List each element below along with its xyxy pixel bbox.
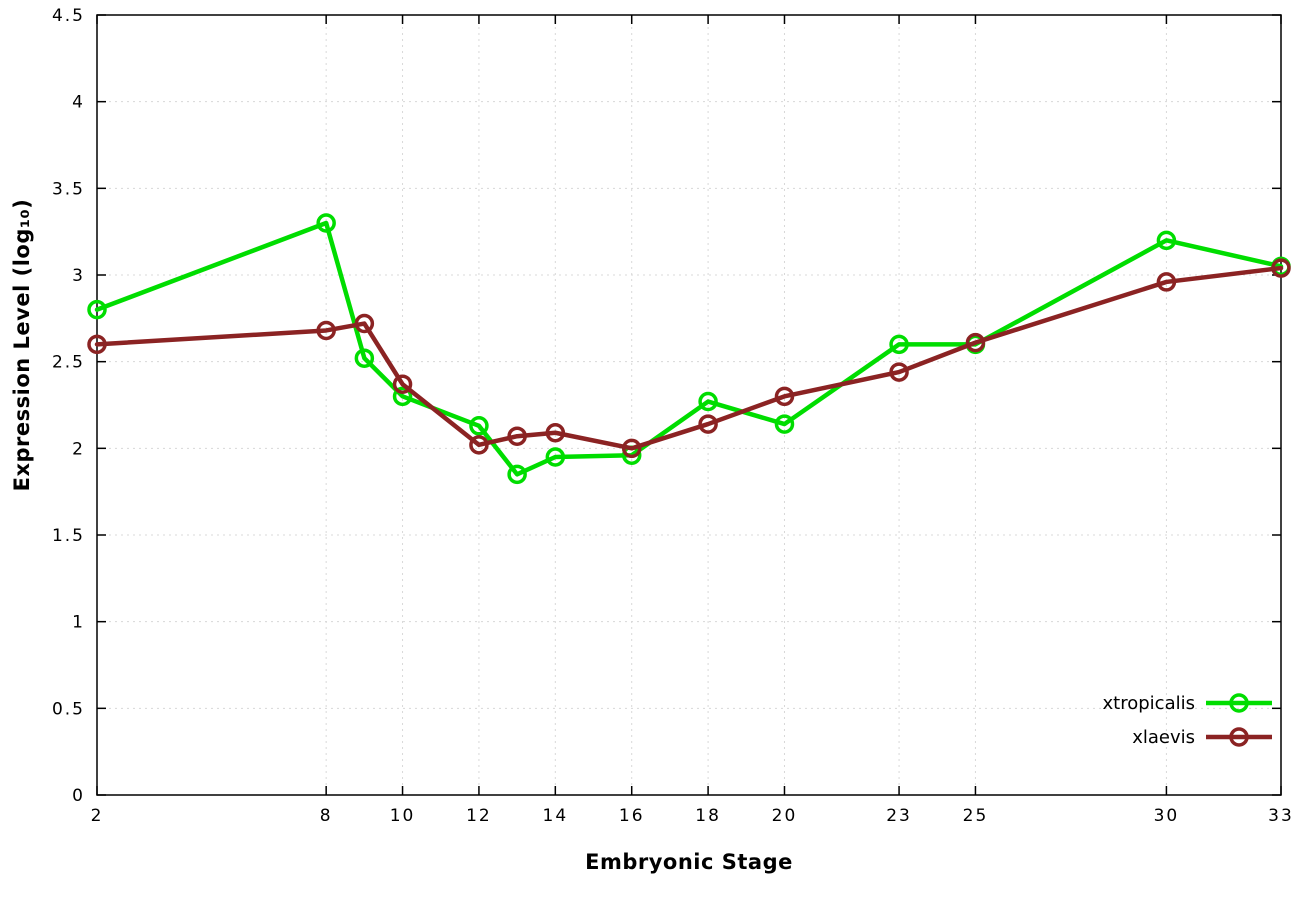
x-tick-label: 14 <box>543 806 569 826</box>
y-tick-label: 1.5 <box>52 526 85 546</box>
data-point-xlaevis <box>354 313 375 334</box>
y-axis-title: Expression Level (log₁₀) <box>10 198 34 492</box>
y-tick-label: 4 <box>72 93 85 113</box>
x-tick-label: 18 <box>695 806 721 826</box>
y-tick-label: 3 <box>72 266 85 286</box>
y-tick-label: 1 <box>72 613 85 633</box>
y-tick-label: 2.5 <box>52 353 85 373</box>
x-tick-label: 16 <box>619 806 645 826</box>
x-tick-label: 8 <box>320 806 333 826</box>
data-point-xlaevis <box>469 435 489 455</box>
data-point-xlaevis <box>698 414 718 434</box>
series-line-xlaevis <box>94 265 1284 451</box>
legend-marker-xlaevis <box>1229 727 1249 747</box>
data-point-xtropicalis <box>507 464 527 485</box>
y-tick-label: 4.5 <box>52 6 85 26</box>
legend-marker-xtropicalis <box>1229 693 1249 713</box>
y-tick-label: 0 <box>72 786 85 806</box>
data-point-xtropicalis <box>87 299 107 320</box>
y-tick-label: 0.5 <box>52 699 85 719</box>
data-point-xlaevis <box>392 374 413 394</box>
data-point-xlaevis <box>774 386 795 407</box>
data-point-xtropicalis <box>698 391 718 412</box>
data-point-xlaevis <box>507 426 527 446</box>
data-point-xtropicalis <box>774 414 795 434</box>
data-point-xtropicalis <box>469 416 489 436</box>
x-tick-label: 2 <box>91 806 104 826</box>
series-line-xtropicalis <box>94 220 1284 477</box>
data-point-xtropicalis <box>889 334 909 355</box>
data-point-xlaevis <box>621 438 642 459</box>
x-tick-label: 33 <box>1268 806 1294 826</box>
plot-border <box>96 14 1282 796</box>
x-axis-title: Embryonic Stage <box>585 850 793 874</box>
legend-label-xlaevis: xlaevis <box>1132 727 1195 748</box>
x-tick-label: 10 <box>390 806 416 826</box>
data-point-xtropicalis <box>545 447 566 467</box>
y-tick-label: 3.5 <box>52 179 85 199</box>
data-point-xlaevis <box>1156 272 1177 292</box>
data-point-xtropicalis <box>1156 230 1177 251</box>
data-point-xtropicalis <box>392 386 413 407</box>
x-tick-label: 20 <box>772 806 798 826</box>
data-point-xlaevis <box>965 332 986 353</box>
data-point-xlaevis <box>545 422 566 443</box>
x-tick-label: 30 <box>1154 806 1180 826</box>
x-tick-label: 25 <box>963 806 989 826</box>
y-tick-label: 2 <box>72 439 85 459</box>
data-point-xlaevis <box>87 334 107 355</box>
data-point-xlaevis <box>1271 258 1291 278</box>
x-tick-label: 23 <box>886 806 912 826</box>
data-point-xtropicalis <box>316 213 336 233</box>
x-tick-label: 12 <box>466 806 492 826</box>
data-point-xtropicalis <box>354 348 375 368</box>
legend-label-xtropicalis: xtropicalis <box>1103 693 1195 714</box>
data-point-xlaevis <box>889 362 909 382</box>
data-point-xlaevis <box>316 320 336 341</box>
